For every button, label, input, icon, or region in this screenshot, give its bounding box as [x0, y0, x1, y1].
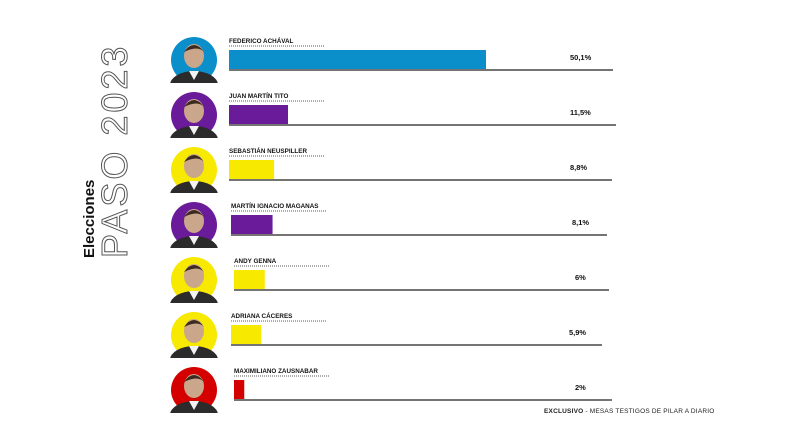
footer-bold: EXCLUSIVO [544, 408, 584, 415]
person-collar [189, 346, 199, 355]
candidate-avatar [170, 92, 218, 138]
bar [229, 160, 275, 179]
candidate-avatar [170, 367, 218, 413]
person-hair [184, 375, 204, 382]
person-icon [170, 99, 218, 138]
value-label: 11,5% [570, 108, 591, 117]
candidate-name: JUAN MARTÍN TITO [229, 91, 288, 100]
person-hair [184, 155, 204, 162]
person-icon [170, 154, 218, 193]
person-head [184, 374, 204, 398]
person-icon [170, 44, 218, 83]
candidate-row: SEBASTIÁN NEUSPILLER 8,8% [170, 146, 612, 193]
person-head [184, 264, 204, 288]
person-head [184, 99, 204, 123]
person-icon [170, 264, 218, 303]
value-label: 50,1% [570, 53, 592, 62]
candidate-row: MAXIMILIANO ZAUSNABAR 2% [170, 367, 612, 413]
bar [229, 50, 486, 69]
person-collar [189, 401, 199, 410]
candidate-name: ADRIANA CÁCERES [231, 311, 292, 320]
title-main: PASO 2023 [94, 44, 135, 258]
value-label: 2% [575, 383, 586, 392]
candidate-name: ANDY GENNA [234, 258, 277, 265]
person-hair [184, 320, 204, 327]
value-label: 5,9% [569, 328, 586, 337]
value-label: 8,8% [570, 163, 587, 172]
person-hair [184, 265, 204, 272]
candidate-name: MARTÍN IGNACIO MAGANAS [231, 201, 318, 210]
person-icon [170, 374, 218, 413]
candidate-row: JUAN MARTÍN TITO 11,5% [170, 91, 616, 138]
bar [229, 105, 288, 124]
candidate-row: ANDY GENNA 6% [170, 257, 609, 303]
vertical-title: Elecciones PASO 2023 [81, 43, 136, 258]
candidate-name: FEDERICO ACHÁVAL [229, 36, 294, 45]
footer-rest: - MESAS TESTIGOS DE PILAR A DIARIO [583, 408, 715, 415]
bar [234, 380, 245, 399]
candidate-name: MAXIMILIANO ZAUSNABAR [234, 368, 318, 375]
candidate-row: MARTÍN IGNACIO MAGANAS 8,1% [170, 201, 607, 248]
person-collar [189, 126, 199, 135]
person-icon [170, 319, 218, 358]
person-hair [184, 100, 204, 107]
person-icon [170, 209, 218, 248]
person-head [184, 319, 204, 343]
candidate-name: SEBASTIÁN NEUSPILLER [229, 146, 307, 155]
person-head [184, 209, 204, 233]
title-kicker: Elecciones [81, 180, 98, 258]
person-head [184, 154, 204, 178]
person-collar [189, 71, 199, 80]
source-footer: EXCLUSIVO - MESAS TESTIGOS DE PILAR A DI… [544, 408, 715, 415]
value-label: 8,1% [572, 218, 589, 227]
bar [231, 325, 262, 344]
person-collar [189, 236, 199, 245]
person-hair [184, 210, 204, 217]
candidate-avatar [170, 257, 218, 303]
candidate-row: ADRIANA CÁCERES 5,9% [170, 311, 602, 358]
bar [231, 215, 273, 234]
person-collar [189, 181, 199, 190]
candidate-avatar [170, 147, 218, 193]
person-hair [184, 45, 204, 52]
candidate-avatar [170, 312, 218, 358]
value-label: 6% [575, 273, 586, 282]
person-head [184, 44, 204, 68]
candidate-avatar [170, 202, 218, 248]
bar [234, 270, 265, 289]
candidate-row: FEDERICO ACHÁVAL 50,1% [170, 36, 613, 83]
candidate-avatar [170, 37, 218, 83]
person-collar [189, 291, 199, 300]
